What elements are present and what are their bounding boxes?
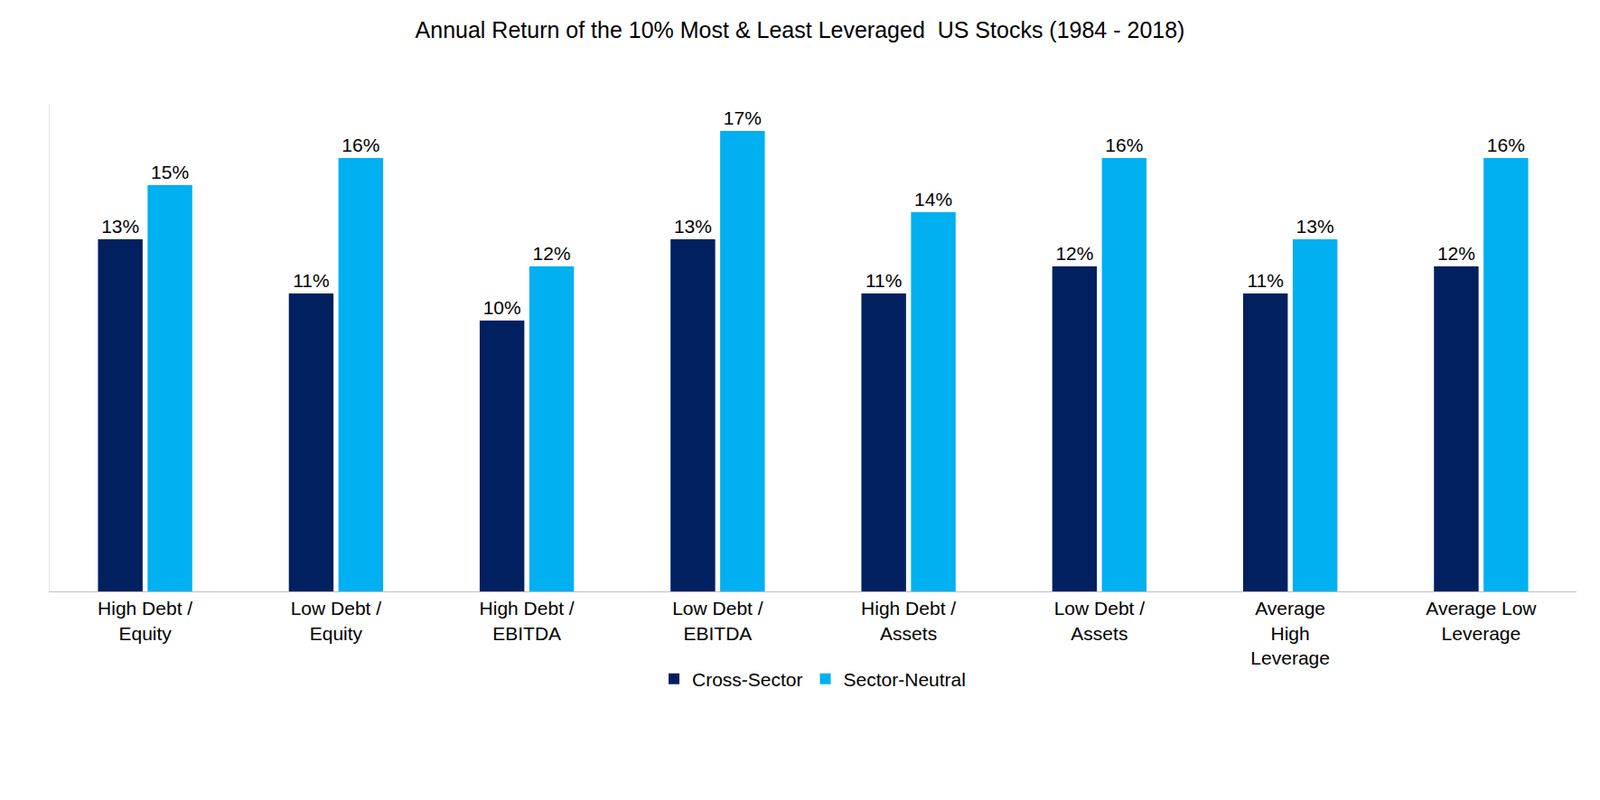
svg-text:Annual Return of the 10% Most: Annual Return of the 10% Most & Least Le… [415, 17, 1186, 43]
svg-text:16%: 16% [1487, 134, 1526, 156]
svg-text:14%: 14% [914, 188, 953, 210]
svg-text:High Debt /Equity: High Debt /Equity [97, 598, 193, 644]
svg-text:13%: 13% [1296, 215, 1335, 237]
svg-text:17%: 17% [723, 107, 762, 129]
svg-text:15%: 15% [150, 161, 189, 183]
svg-text:Sector-Neutral: Sector-Neutral [843, 669, 966, 691]
svg-text:12%: 12% [1055, 243, 1094, 264]
svg-text:12%: 12% [1437, 243, 1476, 264]
svg-text:11%: 11% [865, 270, 902, 291]
svg-text:11%: 11% [292, 270, 329, 291]
svg-text:13%: 13% [101, 215, 140, 237]
svg-text:12%: 12% [533, 243, 571, 264]
svg-text:High Debt /EBITDA: High Debt /EBITDA [479, 598, 575, 644]
svg-text:Average LowLeverage: Average LowLeverage [1425, 598, 1537, 644]
svg-text:AverageHighLeverage: AverageHighLeverage [1250, 598, 1330, 669]
svg-text:High Debt /Assets: High Debt /Assets [860, 598, 956, 644]
svg-text:11%: 11% [1246, 270, 1283, 291]
svg-text:Cross-Sector: Cross-Sector [692, 669, 804, 691]
svg-text:Low Debt /EBITDA: Low Debt /EBITDA [672, 598, 764, 644]
svg-text:13%: 13% [673, 215, 712, 237]
svg-text:16%: 16% [341, 134, 380, 156]
svg-text:Low Debt /Equity: Low Debt /Equity [290, 598, 383, 644]
svg-text:Low Debt /Assets: Low Debt /Assets [1054, 598, 1146, 644]
svg-text:16%: 16% [1104, 134, 1143, 156]
svg-text:10%: 10% [483, 297, 522, 319]
